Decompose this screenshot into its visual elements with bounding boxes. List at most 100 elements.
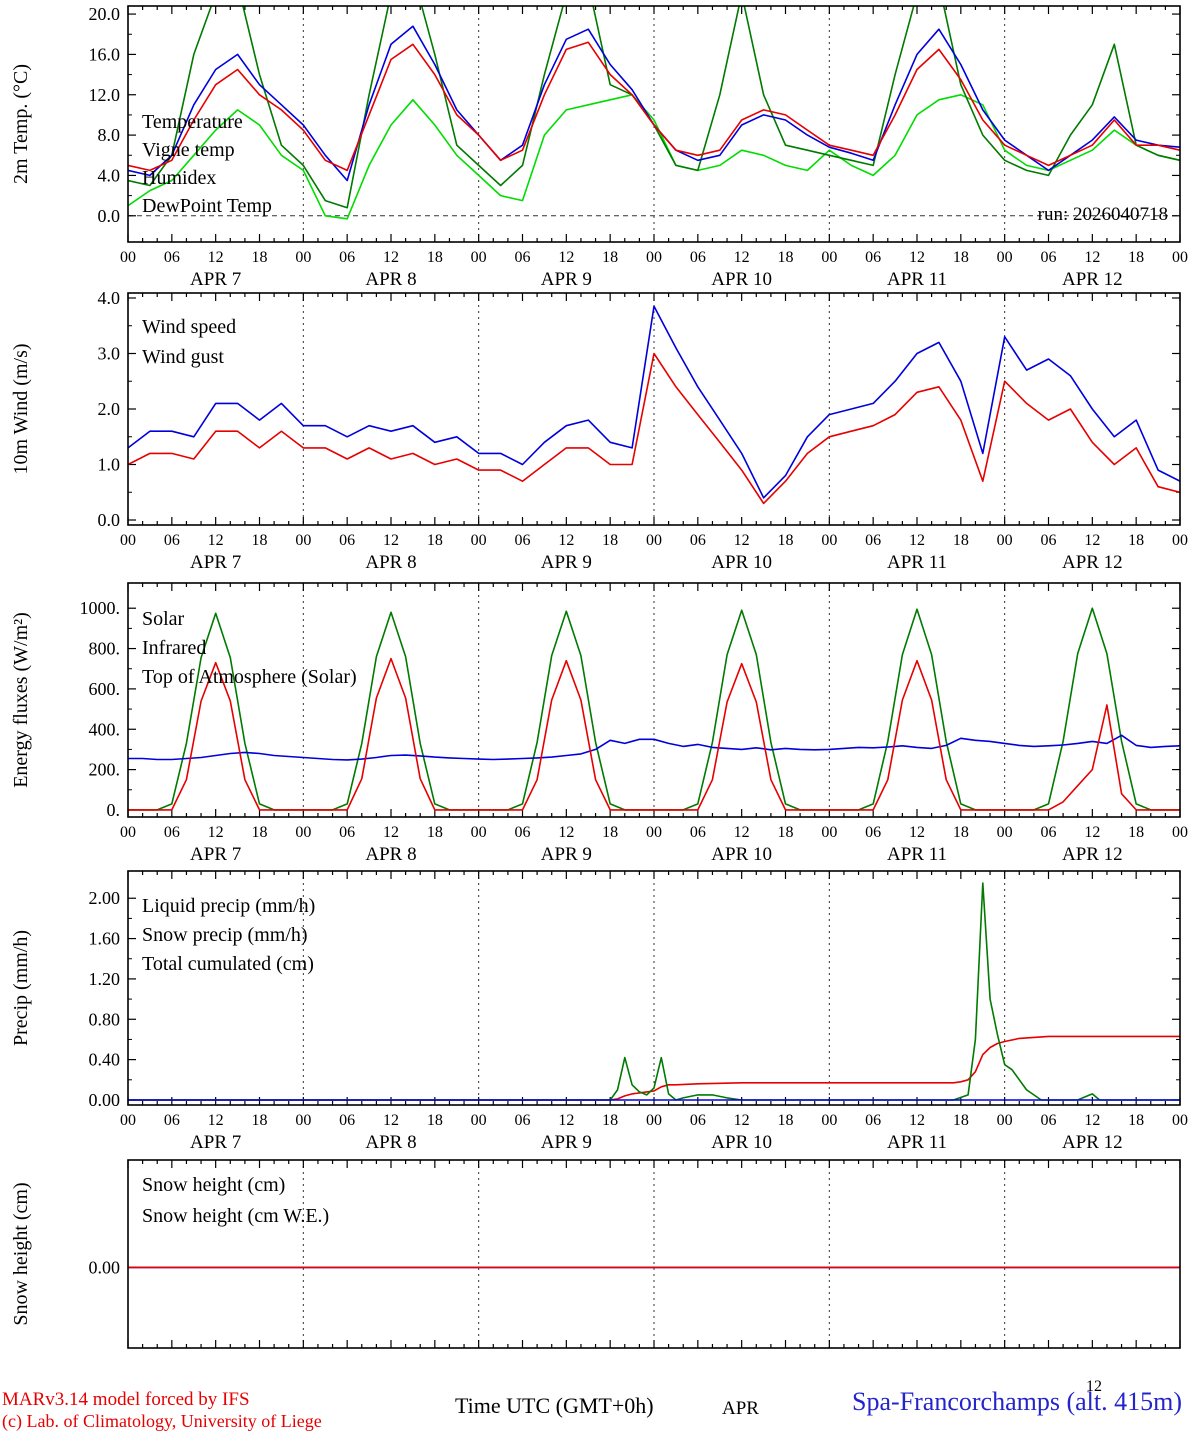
legend-energy-fluxes-2: Top of Atmosphere (Solar) [142,666,357,688]
x-hour-label: 12 [208,532,224,549]
y-tick-label: 400. [89,719,121,739]
x-hour-label: 12 [909,1112,925,1129]
x-hour-label: 00 [120,532,136,549]
x-hour-label: 00 [295,532,311,549]
x-hour-label: 12 [383,824,399,841]
station-title: Spa-Francorchamps (alt. 415m) [852,1387,1182,1416]
x-hour-label: 12 [734,1112,750,1129]
series-wind-gust [128,305,1180,499]
x-hour-label: 12 [208,824,224,841]
x-day-label: APR 8 [365,844,416,865]
x-hour-label: 06 [164,249,180,266]
x-hour-label: 18 [427,532,443,549]
time-axis-title: Time UTC (GMT+0h) [455,1393,654,1418]
x-hour-label: 00 [646,824,662,841]
x-hour-label: 18 [252,249,268,266]
x-hour-label: 12 [558,824,574,841]
x-hour-label: 00 [821,249,837,266]
x-hour-label: 00 [295,1112,311,1129]
x-hour-label: 00 [1172,532,1188,549]
legend-precip-0: Liquid precip (mm/h) [142,895,315,917]
y-tick-label: 3.0 [98,343,121,363]
legend-wind-10m-0: Wind speed [142,316,236,338]
x-hour-label: 12 [383,1112,399,1129]
x-hour-label: 18 [427,824,443,841]
x-day-label: APR 8 [365,552,416,573]
x-day-label: APR 11 [887,552,947,573]
x-hour-label: 18 [1128,824,1144,841]
x-hour-label: 06 [515,249,531,266]
x-day-label: APR 11 [887,269,947,290]
x-day-label: APR 10 [711,844,772,865]
series-temperature [128,41,1180,172]
x-day-label: APR 11 [887,844,947,865]
x-hour-label: 18 [953,1112,969,1129]
y-tick-label: 0. [107,800,121,820]
x-day-label: APR 9 [541,269,592,290]
x-hour-label: 00 [471,532,487,549]
x-hour-label: 06 [164,824,180,841]
x-hour-label: 18 [778,532,794,549]
panel-snow-height: 0.00 Snow height (cm) Snow height (cm W.E.… [10,1159,1181,1349]
y-tick-label: 800. [89,639,121,659]
x-day-label: APR 9 [541,1132,592,1153]
x-hour-label: 06 [515,1112,531,1129]
x-hour-label: 00 [471,1112,487,1129]
meteogram-chart-canvas: 0.0 4.0 8.0 12.0 16.0 20.0 Temperature Vigne te… [10,4,1188,1349]
x-hour-label: 18 [252,1112,268,1129]
x-hour-label: 18 [252,824,268,841]
series-total-cumulated [128,1035,1180,1101]
x-hour-label: 12 [909,824,925,841]
x-day-label: APR 9 [541,552,592,573]
x-hour-label: 00 [646,1112,662,1129]
model-credit-line2: (c) Lab. of Climatology, University of L… [2,1411,322,1431]
x-hour-label: 12 [734,532,750,549]
y-tick-label: 0.80 [89,1009,121,1029]
x-hour-label: 06 [515,824,531,841]
y-tick-label: 2.00 [89,888,121,908]
x-hour-label: 06 [1041,824,1057,841]
x-hour-label: 00 [646,532,662,549]
partial-hour-label: 12 [1086,1378,1102,1395]
y-axis-title-snow-height: Snow height (cm) [10,1182,32,1325]
x-hour-label: 06 [515,532,531,549]
panel-frame [127,1159,1181,1349]
legend-snow-height-0: Snow height (cm) [142,1174,285,1196]
x-hour-label: 12 [734,249,750,266]
x-hour-label: 06 [690,249,706,266]
x-hour-label: 00 [295,824,311,841]
legend-wind-10m-1: Wind gust [142,346,224,368]
x-day-label: APR 7 [190,269,241,290]
legend-snow-height-1: Snow height (cm W.E.) [142,1205,329,1227]
x-hour-label: 06 [339,532,355,549]
x-day-label: APR 9 [541,844,592,865]
legend-precip-1: Snow precip (mm/h) [142,924,308,946]
run-label: run: 2026040718 [1038,204,1168,225]
series-infrared [128,734,1180,761]
x-hour-label: 00 [821,824,837,841]
y-axis-title-energy-fluxes: Energy fluxes (W/m²) [10,612,32,788]
x-hour-label: 00 [120,1112,136,1129]
x-hour-label: 18 [1128,1112,1144,1129]
x-day-label: APR 10 [711,552,772,573]
x-hour-label: 18 [427,249,443,266]
y-tick-label: 1.20 [89,969,121,989]
x-hour-label: 00 [997,249,1013,266]
model-credit-line1: MARv3.14 model forced by IFS [2,1389,250,1410]
x-hour-label: 18 [778,824,794,841]
series-wind-speed [128,352,1180,505]
y-tick-label: 1.60 [89,929,121,949]
x-hour-label: 12 [1084,1112,1100,1129]
x-day-label: APR 10 [711,269,772,290]
y-tick-label: 2.0 [98,399,121,419]
x-day-label: APR 8 [365,1132,416,1153]
x-hour-label: 12 [558,1112,574,1129]
x-hour-label: 12 [383,532,399,549]
x-hour-label: 06 [865,532,881,549]
y-tick-label: 0.40 [89,1050,121,1070]
y-tick-label: 0.0 [98,206,121,226]
y-tick-label: 0.0 [98,510,121,530]
x-day-label: APR 11 [887,1132,947,1153]
panel-energy-fluxes: 0. 200. 400. 600. 800. 1000. Solar Infrared Top … [10,582,1188,865]
